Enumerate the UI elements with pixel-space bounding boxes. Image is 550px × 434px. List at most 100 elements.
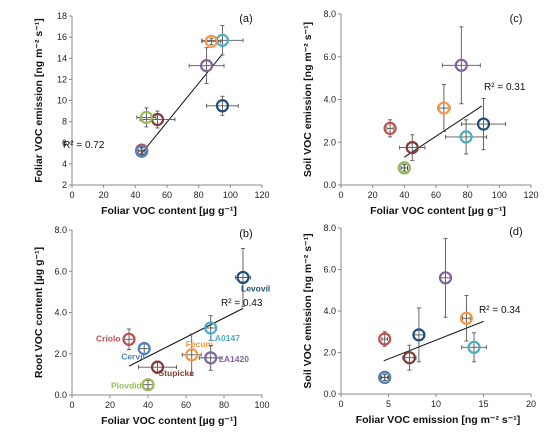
point-la1420: LA1420 — [198, 345, 250, 371]
x-tick-label: 60 — [162, 190, 172, 200]
x-tick-label: 80 — [194, 190, 204, 200]
point-fecum — [459, 294, 473, 342]
y-tick-label: 0.0 — [323, 389, 336, 399]
y-tick-label: 6.0 — [54, 266, 67, 276]
point-cervil — [135, 144, 149, 158]
y-tick-label: 10 — [57, 96, 67, 106]
x-tick-label: 20 — [105, 400, 115, 410]
data-marker — [215, 99, 230, 113]
y-tick-label: 4.0 — [54, 308, 67, 318]
y-axis-label: Root VOC content [µg g⁻¹] — [33, 247, 45, 378]
point-criolo — [383, 119, 397, 138]
y-tick-label: 14 — [57, 53, 67, 63]
cultivar-label: Stupicke — [159, 368, 195, 378]
data-marker — [137, 341, 151, 356]
point-fecum — [201, 34, 222, 48]
x-tick-label: 20 — [99, 190, 109, 200]
y-tick-label: 4.0 — [323, 95, 336, 105]
point-criolo — [378, 331, 392, 347]
point-cervil — [378, 370, 392, 384]
panel-b: 0 20 40 60 80 100 0.0 2.0 4.0 6.0 8.0 Foliar VOC co… — [33, 225, 270, 427]
point-la0147 — [445, 119, 488, 155]
y-tick-label: 0.0 — [54, 390, 67, 400]
panel-label: (a) — [239, 13, 252, 25]
y-tick-label: 18 — [57, 11, 67, 21]
x-tick-label: 15 — [478, 399, 488, 409]
point-la1420 — [441, 26, 481, 105]
r-squared-label: R² = 0.31 — [484, 82, 526, 93]
data-marker — [397, 161, 411, 175]
x-tick-label: 0 — [338, 190, 343, 200]
x-tick-label: 0 — [69, 400, 74, 410]
y-tick-label: 0.0 — [323, 180, 336, 190]
y-tick-label: 6.0 — [323, 52, 336, 62]
data-marker — [141, 378, 155, 392]
data-marker — [405, 140, 419, 155]
y-tick-label: 16 — [57, 32, 67, 42]
y-axis-label: Foliar VOC emission [ng m⁻² s⁻¹] — [33, 18, 45, 183]
data-marker — [412, 328, 426, 342]
r-squared-label: R² = 0.72 — [63, 140, 105, 151]
panel-label: (b) — [239, 228, 252, 240]
y-tick-label: 2 — [62, 180, 67, 190]
trend-line — [128, 307, 244, 367]
data-marker — [467, 340, 481, 354]
y-tick-label: 8.0 — [54, 225, 67, 235]
x-tick-label: 120 — [254, 190, 269, 200]
x-tick-label: 5 — [386, 399, 391, 409]
x-axis-label: Foliar VOC emission [ng m⁻² s⁻¹] — [356, 414, 521, 426]
panel-c: 0 20 40 60 80 100 120 0.0 2.0 4.0 6.0 8.0 Foliar VOC… — [302, 9, 539, 217]
x-tick-label: 80 — [463, 190, 473, 200]
y-axis-label: Soil VOC emission [ng m⁻² s⁻¹] — [302, 233, 314, 388]
data-marker — [383, 121, 397, 135]
y-tick-label: 6.0 — [323, 265, 336, 275]
x-tick-label: 40 — [130, 190, 140, 200]
x-tick-label: 20 — [526, 399, 536, 409]
point-plovdid: Plovdid — [111, 378, 155, 392]
y-tick-label: 6 — [62, 138, 67, 148]
point-levovil — [412, 307, 426, 363]
y-axis-label: Soil VOC emission [ng m⁻² s⁻¹] — [302, 22, 314, 177]
point-plovdid — [136, 107, 157, 128]
x-tick-label: 100 — [254, 400, 269, 410]
panel-a: 0 20 40 60 80 100 120 2 4 6 8 10 12 14 16 18 Foliar VOC … — [33, 11, 270, 217]
x-tick-label: 60 — [181, 400, 191, 410]
cultivar-label: Cervil — [121, 352, 145, 362]
x-tick-label: 10 — [431, 399, 441, 409]
cultivar-label: Levovil — [241, 283, 270, 293]
point-la0147 — [461, 332, 487, 363]
point-stupicke: Stupicke — [138, 360, 195, 378]
y-tick-label: 4.0 — [323, 306, 336, 316]
data-marker — [437, 101, 451, 115]
r-squared-label: R² = 0.43 — [221, 298, 263, 309]
data-marker — [199, 59, 214, 73]
cultivar-label: Fecum — [186, 339, 214, 349]
data-marker — [135, 144, 149, 158]
data-marker — [204, 351, 218, 365]
x-tick-label: 40 — [399, 190, 409, 200]
y-tick-label: 2.0 — [54, 349, 67, 359]
point-stupicke — [399, 134, 426, 161]
x-tick-label: 20 — [368, 190, 378, 200]
panel-label: (c) — [510, 13, 523, 25]
y-tick-label: 8.0 — [323, 223, 336, 233]
point-la1420 — [438, 237, 453, 318]
x-tick-label: 80 — [219, 400, 229, 410]
point-levovil — [206, 95, 239, 116]
x-axis-label: Foliar VOC content [µg g⁻¹] — [101, 415, 237, 427]
data-marker — [236, 270, 250, 285]
panel-label: (d) — [509, 226, 522, 238]
r-squared-label: R² = 0.34 — [479, 305, 521, 316]
data-marker — [185, 348, 199, 362]
cultivar-label: LA1420 — [219, 354, 250, 364]
point-fecum — [437, 84, 451, 133]
x-tick-label: 0 — [69, 190, 74, 200]
data-marker — [459, 311, 473, 325]
point-levovil — [460, 97, 507, 151]
data-marker — [402, 351, 416, 365]
x-tick-label: 60 — [431, 190, 441, 200]
x-tick-label: 40 — [143, 400, 153, 410]
cultivar-label: LA0147 — [210, 333, 241, 343]
data-marker — [378, 370, 392, 384]
